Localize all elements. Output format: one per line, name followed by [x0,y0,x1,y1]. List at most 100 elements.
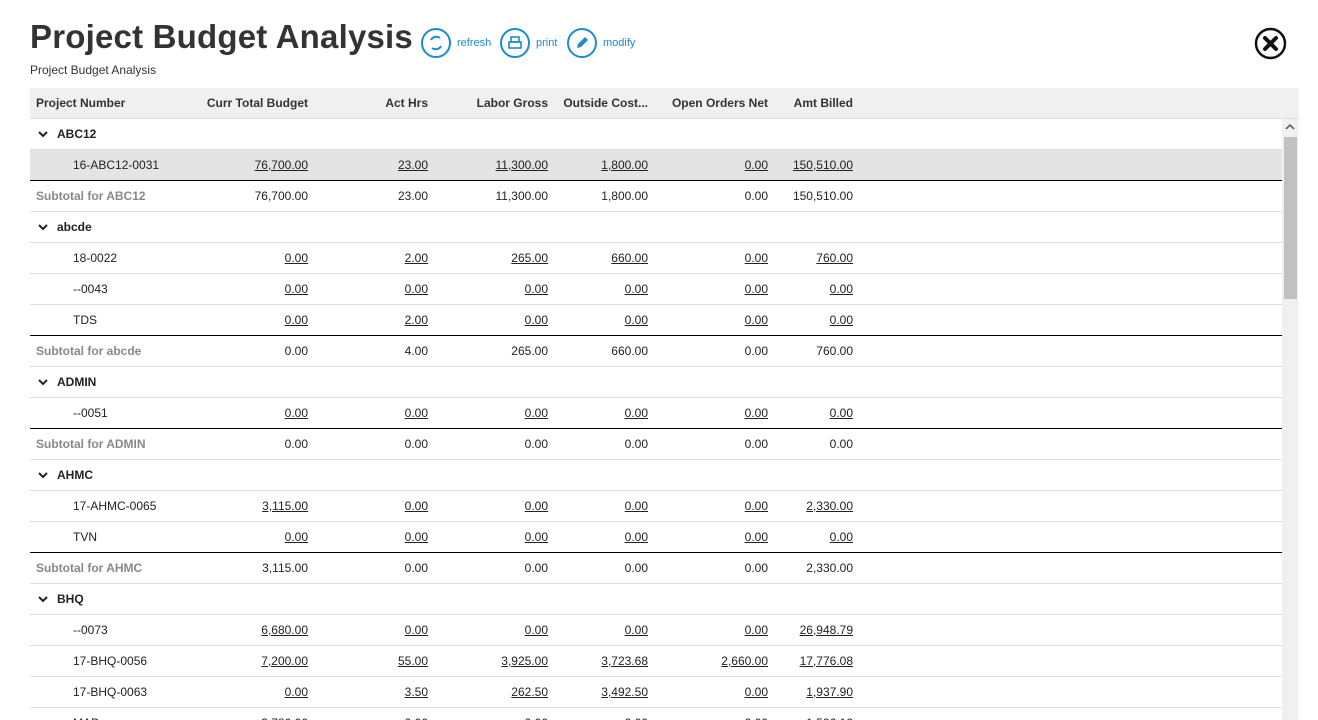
amount-link[interactable]: 0.00 [624,499,648,513]
amount-link[interactable]: 1,937.90 [806,685,853,699]
amount-link[interactable]: 11,300.00 [495,158,549,172]
amount-link[interactable]: 0.00 [744,313,768,327]
collapse-icon[interactable] [38,594,48,604]
group-row[interactable]: ADMIN [30,367,1282,398]
amount-link[interactable]: 0.00 [524,499,548,513]
amount-link[interactable]: 17,776.08 [799,654,853,668]
amount-link[interactable]: 0.00 [284,406,308,420]
amount-link[interactable]: 0.00 [829,282,853,296]
amount-link[interactable]: 0.00 [524,282,548,296]
amount-link[interactable]: 0.00 [624,406,648,420]
detail-row[interactable]: 18-0022 0.00 2.00 265.00 660.00 0.00 760.00 [30,243,1282,274]
detail-row[interactable]: 17-BHQ-0063 0.00 3.50 262.50 3,492.50 0.00 1,9… [30,677,1282,708]
group-row[interactable]: abcde [30,212,1282,243]
amount-link[interactable]: 3,925.00 [501,654,548,668]
amount-link[interactable]: 0.00 [744,158,768,172]
collapse-icon[interactable] [38,377,48,387]
detail-row[interactable]: TDS 0.00 2.00 0.00 0.00 0.00 0.00 [30,305,1282,336]
column-header[interactable]: Labor Gross [476,96,548,110]
amount-link[interactable]: 6,680.00 [261,623,308,637]
column-header[interactable]: Outside Cost... [563,96,648,110]
amount-link[interactable]: 0.00 [525,716,548,720]
close-button[interactable] [1254,27,1287,60]
amount-link[interactable]: 3,723.68 [601,654,648,668]
detail-row[interactable]: 17-AHMC-0065 3,115.00 0.00 0.00 0.00 0.00 2,33… [30,491,1282,522]
amount-link[interactable]: 0.00 [744,623,768,637]
collapse-icon[interactable] [38,129,48,139]
amount-link[interactable]: 2.00 [404,313,428,327]
group-row[interactable]: BHQ [30,584,1282,615]
column-header[interactable]: Project Number [36,96,126,110]
detail-row[interactable]: 17-BHQ-0056 7,200.00 55.00 3,925.00 3,723.68… [30,646,1282,677]
amount-link[interactable]: 0.00 [745,716,768,720]
amount-link[interactable]: 0.00 [744,530,768,544]
amount-link[interactable]: 0.00 [404,530,428,544]
amount-link[interactable]: 760.00 [816,251,853,265]
detail-row[interactable]: TVN 0.00 0.00 0.00 0.00 0.00 0.00 [30,522,1282,553]
group-row[interactable]: ABC12 [30,119,1282,150]
amount-link[interactable]: 0.00 [284,282,308,296]
amount-link[interactable]: 2,330.00 [806,499,853,513]
amount-link[interactable]: 0.00 [744,406,768,420]
column-header[interactable]: Open Orders Net [671,96,768,110]
amount-link[interactable]: 0.00 [284,685,308,699]
amount-link[interactable]: 0.00 [624,530,648,544]
amount-link[interactable]: 0.00 [744,499,768,513]
detail-row[interactable]: --0073 6,680.00 0.00 0.00 0.00 0.00 26,948.79 [30,615,1282,646]
amount-link[interactable]: 0.00 [744,251,768,265]
amount-link[interactable]: 0.00 [284,251,308,265]
amount-link[interactable]: 0.00 [624,623,648,637]
detail-row[interactable]: --0051 0.00 0.00 0.00 0.00 0.00 0.00 [30,398,1282,429]
amount-link[interactable]: 1,800.00 [601,158,648,172]
amount-link[interactable]: 7,200.00 [261,654,308,668]
amount-link[interactable]: 0.00 [284,530,308,544]
amount-link[interactable]: 0.00 [624,282,648,296]
amount-link[interactable]: 76,700.00 [254,158,308,172]
amount-link[interactable]: 0.00 [744,685,768,699]
amount-link[interactable]: 1,596.12 [806,716,853,720]
column-header[interactable]: Curr Total Budget [206,96,308,110]
amount-link[interactable]: 150,510.00 [792,158,853,172]
amount-link[interactable]: 3.50 [404,685,428,699]
detail-row[interactable]: 16-ABC12-0031 76,700.00 23.00 11,300.00 1,80… [30,150,1282,181]
amount-link[interactable]: 55.00 [397,654,428,668]
detail-row[interactable]: --0043 0.00 0.00 0.00 0.00 0.00 0.00 [30,274,1282,305]
amount-link[interactable]: 660.00 [611,251,648,265]
amount-link[interactable]: 0.00 [404,499,428,513]
amount-link[interactable]: 0.00 [404,406,428,420]
column-header[interactable]: Amt Billed [793,96,853,110]
amount-link[interactable]: 0.00 [284,313,308,327]
amount-link[interactable]: 0.00 [524,313,548,327]
amount-link[interactable]: 0.00 [829,313,853,327]
refresh-button[interactable]: refresh [421,28,491,58]
detail-row[interactable]: MAD 3,780.00 0.00 0.00 0.00 0.00 1,596.12 [30,708,1282,720]
column-header[interactable]: Act Hrs [385,96,428,110]
scroll-up[interactable] [1282,119,1298,135]
group-row[interactable]: AHMC [30,460,1282,491]
amount-link[interactable]: 23.00 [397,158,428,172]
amount-link[interactable]: 0.00 [624,313,648,327]
amount-link[interactable]: 0.00 [744,282,768,296]
amount-link[interactable]: 3,780.00 [261,716,308,720]
amount-link[interactable]: 2,660.00 [721,654,768,668]
amount-link[interactable]: 0.00 [405,716,428,720]
amount-link[interactable]: 265.00 [511,251,548,265]
collapse-icon[interactable] [38,470,48,480]
amount-link[interactable]: 2.00 [404,251,428,265]
amount-link[interactable]: 0.00 [524,623,548,637]
print-button[interactable]: print [500,28,557,58]
amount-link[interactable]: 0.00 [524,530,548,544]
amount-link[interactable]: 3,492.50 [601,685,648,699]
amount-link[interactable]: 0.00 [404,282,428,296]
scroll-thumb[interactable] [1284,137,1297,299]
collapse-icon[interactable] [38,222,48,232]
amount-link[interactable]: 0.00 [524,406,548,420]
amount-link[interactable]: 3,115.00 [262,499,308,513]
amount-link[interactable]: 0.00 [829,406,853,420]
amount-link[interactable]: 0.00 [829,530,853,544]
amount-link[interactable]: 26,948.79 [799,623,853,637]
modify-button[interactable]: modify [567,28,635,58]
amount-link[interactable]: 0.00 [404,623,428,637]
amount-link[interactable]: 0.00 [625,716,648,720]
amount-link[interactable]: 262.50 [511,685,548,699]
